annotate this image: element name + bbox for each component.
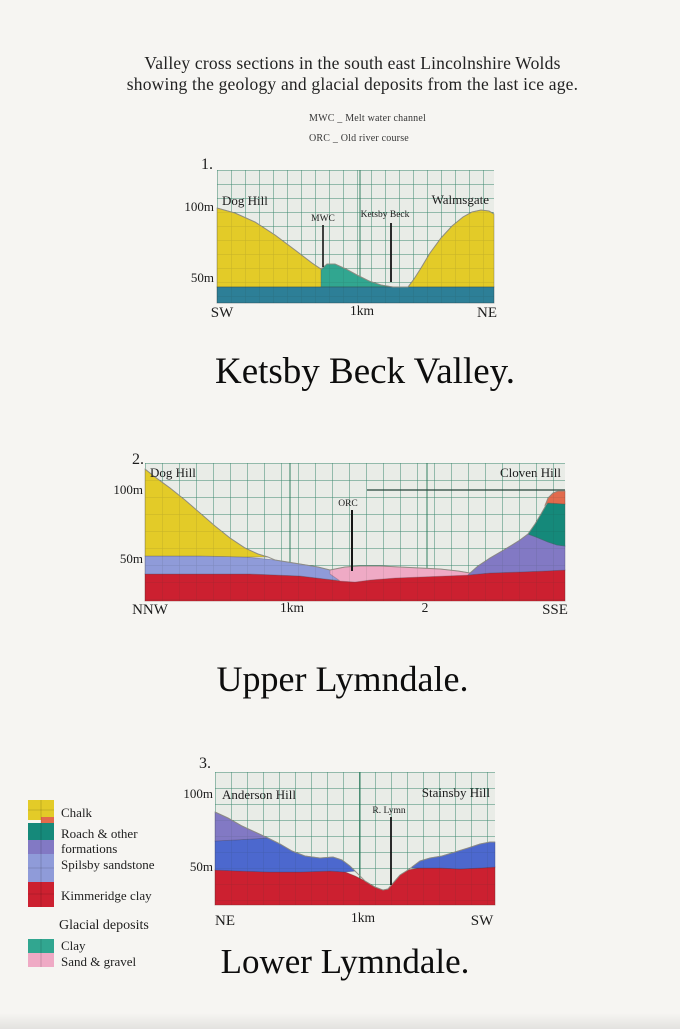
grid-overlay-group [215,772,495,905]
legend-label-spilsby: Spilsby sandstone [61,857,155,872]
roach-teal-swatch [28,823,54,840]
legend-label-kimmeridge: Kimmeridge clay [61,888,152,903]
x-axis-label-right: SSE [542,602,568,618]
caption-lower-lymndale: Lower Lymndale. [220,942,470,981]
hill-label-right: Cloven Hill [500,465,561,480]
y-axis-label-50m: 50m [191,270,214,285]
x-axis-label-right: SW [471,913,494,929]
abbreviation-key: MWC _ Melt water channel ORC _ Old river… [309,113,426,153]
grid-overlay-group [217,170,494,303]
x-axis-label-left: SW [211,305,234,321]
annotation-label-mwc: MWC [311,214,335,224]
hill-label-left: Dog Hill [222,193,268,208]
surface-line [216,207,495,288]
chalk-swatch [28,800,54,820]
legend-label-clay: Clay [61,938,86,953]
y-axis-label-50m: 50m [190,859,213,874]
diagram-number: 2. [132,451,144,468]
title-line-1: Valley cross sections in the south east … [144,53,561,73]
x-axis-label-right: NE [477,305,497,321]
kimmeridge-clay-swatch [28,882,54,907]
grid-overlay [215,772,495,905]
roach-orange-swatch [41,817,54,825]
y-axis-label-50m: 50m [120,551,143,566]
diagram-upper-lymndale: 2. ORC Dog Hill Cloven Hill 100m 50m NNW… [113,451,568,618]
annotation-label-ketsby-beck: Ketsby Beck [361,210,410,220]
title-line-2: showing the geology and glacial deposits… [126,74,579,94]
sand-gravel-swatch [28,953,54,967]
x-axis-km2-label: 2 [422,600,429,615]
glacial-swatch-column [28,939,54,967]
x-axis-scale-label: 1km [350,303,375,318]
legend-label-sand-gravel: Sand & gravel [61,954,137,969]
hill-label-left: Anderson Hill [222,787,296,802]
grid-overlay [217,170,494,303]
hill-label-left: Dog Hill [150,465,196,480]
grid-overlay [145,463,565,601]
surface-line [214,811,495,891]
glacial-deposits-heading: Glacial deposits [59,918,149,933]
key-item-mwc: MWC _ Melt water channel [309,113,426,124]
roach-purple-swatch [28,840,54,854]
surface-line [144,468,565,574]
caption-ketsby-beck-valley: Ketsby Beck Valley. [214,351,516,392]
grid-overlay-group [145,463,565,601]
x-axis-scale-label: 1km [351,910,376,925]
legend-label-chalk: Chalk [61,805,93,820]
diagram-number: 3. [199,755,211,772]
diagram-ketsby-beck: 1. MWC Ketsby Beck Dog Hill Walmsgate 10… [184,156,497,321]
hill-label-right: Stainsby Hill [422,785,491,800]
y-axis-label-100m: 100m [184,199,214,214]
annotation-label-orc: ORC [338,499,358,509]
y-axis-label-100m: 100m [183,786,213,801]
main-title: Valley cross sections in the south east … [25,53,680,95]
key-item-orc: ORC _ Old river course [309,133,409,144]
legend-label-roach: Roach & other formations [61,826,138,856]
x-axis-label-left: NNW [132,602,169,618]
x-axis-label-left: NE [215,913,235,929]
diagram-lower-lymndale: 3. R. Lymn Anderson Hill Stainsby Hill 1… [183,755,496,929]
diagram-number: 1. [201,156,213,173]
hill-label-right: Walmsgate [432,192,490,207]
y-axis-label-100m: 100m [113,482,143,497]
clay-swatch [28,939,54,953]
scan-edge-shadow [0,1013,680,1029]
annotation-label-r-lymn: R. Lymn [372,806,406,816]
legend-swatch-column [28,800,54,907]
caption-upper-lymndale: Upper Lymndale. [216,659,469,699]
spilsby-sandstone-swatch [28,854,54,882]
x-axis-scale-label: 1km [280,600,305,615]
